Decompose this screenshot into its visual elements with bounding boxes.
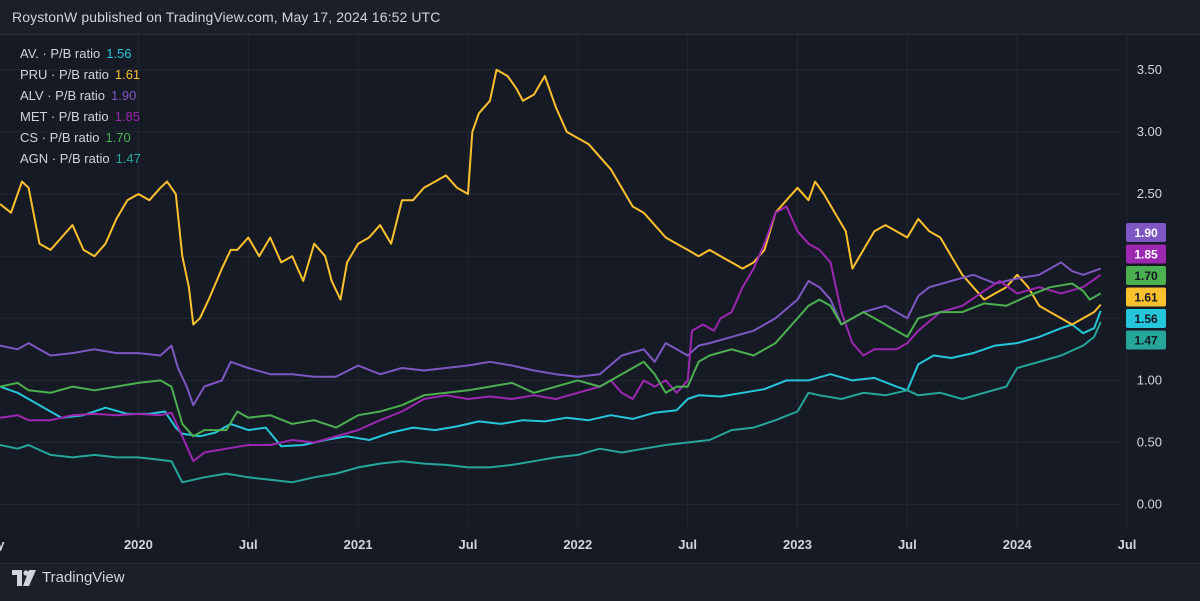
tradingview-logo-icon	[12, 569, 36, 586]
x-tick-label: 2021	[344, 537, 373, 552]
legend-item[interactable]: AV. · P/B ratio 1.56	[20, 43, 141, 64]
legend-series-name: AGN · P/B ratio	[20, 151, 110, 166]
last-value-text: 1.56	[1134, 312, 1158, 326]
legend-series-name: ALV · P/B ratio	[20, 88, 106, 103]
last-value-text: 1.47	[1134, 334, 1158, 348]
series-line[interactable]	[0, 205, 1102, 463]
legend-series-name: AV. · P/B ratio	[20, 46, 101, 61]
series-line[interactable]	[0, 282, 1102, 438]
y-tick-label: 3.00	[1137, 124, 1162, 139]
legend-item[interactable]: ALV · P/B ratio 1.90	[20, 85, 141, 106]
last-value-badge	[1126, 266, 1166, 285]
legend-item[interactable]: AGN · P/B ratio 1.47	[20, 148, 141, 169]
x-tick-label: May	[0, 537, 5, 552]
y-tick-label: 2.50	[1137, 186, 1162, 201]
x-tick-label: 2023	[783, 537, 812, 552]
y-tick-label: 3.50	[1137, 62, 1162, 77]
x-tick-label: 2024	[1003, 537, 1033, 552]
legend-series-value: 1.47	[115, 151, 141, 166]
gridlines	[0, 35, 1128, 527]
x-tick-label: Jul	[239, 537, 258, 552]
series-lines	[0, 68, 1102, 484]
last-value-badge	[1126, 244, 1166, 264]
x-tick-label: Jul	[898, 537, 917, 552]
series-line[interactable]	[0, 261, 1102, 407]
y-tick-label: 0.00	[1137, 497, 1162, 512]
last-value-text: 1.70	[1134, 269, 1158, 283]
x-axis: May 2020 Jul 2021 Jul 2022 Jul 2023 Jul 2024 Jul	[0, 537, 1136, 552]
last-value-badges: 1.90 1.85 1.70 1.61 1.56 1.47	[1126, 223, 1166, 350]
brand-name: TradingView	[42, 569, 125, 586]
publish-info: RoystonW published on TradingView.com, M…	[12, 9, 441, 25]
x-tick-label: 2022	[563, 537, 592, 552]
legend-item[interactable]: MET · P/B ratio 1.85	[20, 106, 141, 127]
last-value-badge	[1126, 287, 1166, 307]
last-value-text: 1.61	[1134, 291, 1158, 305]
last-value-text: 1.90	[1134, 226, 1158, 240]
y-axis: 0.000.501.001.502.002.503.003.50	[1137, 62, 1162, 512]
legend-item[interactable]: PRU · P/B ratio 1.61	[20, 64, 141, 85]
x-tick-label: Jul	[678, 537, 697, 552]
last-value-text: 1.85	[1134, 248, 1158, 262]
legend: AV. · P/B ratio 1.56 PRU · P/B ratio 1.61 AL…	[20, 43, 141, 169]
x-tick-label: Jul	[459, 537, 478, 552]
y-tick-label: 1.00	[1137, 372, 1162, 387]
legend-series-name: CS · P/B ratio	[20, 130, 100, 145]
chart-panel[interactable]: 0.000.501.001.502.002.503.003.50 May2020…	[0, 34, 1200, 564]
line-chart[interactable]: 0.000.501.001.502.002.503.003.50 May2020…	[0, 35, 1200, 563]
legend-series-value: 1.85	[114, 109, 140, 124]
series-line[interactable]	[0, 68, 1102, 326]
legend-series-value: 1.56	[106, 46, 132, 61]
series-line[interactable]	[0, 321, 1102, 484]
footer: TradingView	[12, 569, 125, 586]
legend-item[interactable]: CS · P/B ratio 1.70	[20, 127, 141, 148]
y-tick-label: 0.50	[1137, 435, 1162, 450]
last-value-badge	[1126, 309, 1166, 328]
last-value-badge	[1126, 223, 1166, 242]
series-line[interactable]	[0, 310, 1102, 448]
legend-series-value: 1.70	[105, 130, 131, 145]
legend-series-value: 1.61	[114, 67, 141, 82]
legend-series-name: PRU · P/B ratio	[20, 67, 109, 82]
x-tick-label: Jul	[1118, 537, 1137, 552]
legend-series-value: 1.90	[111, 88, 137, 103]
x-tick-label: 2020	[124, 537, 153, 552]
last-value-badge	[1126, 330, 1166, 350]
legend-series-name: MET · P/B ratio	[20, 109, 109, 124]
